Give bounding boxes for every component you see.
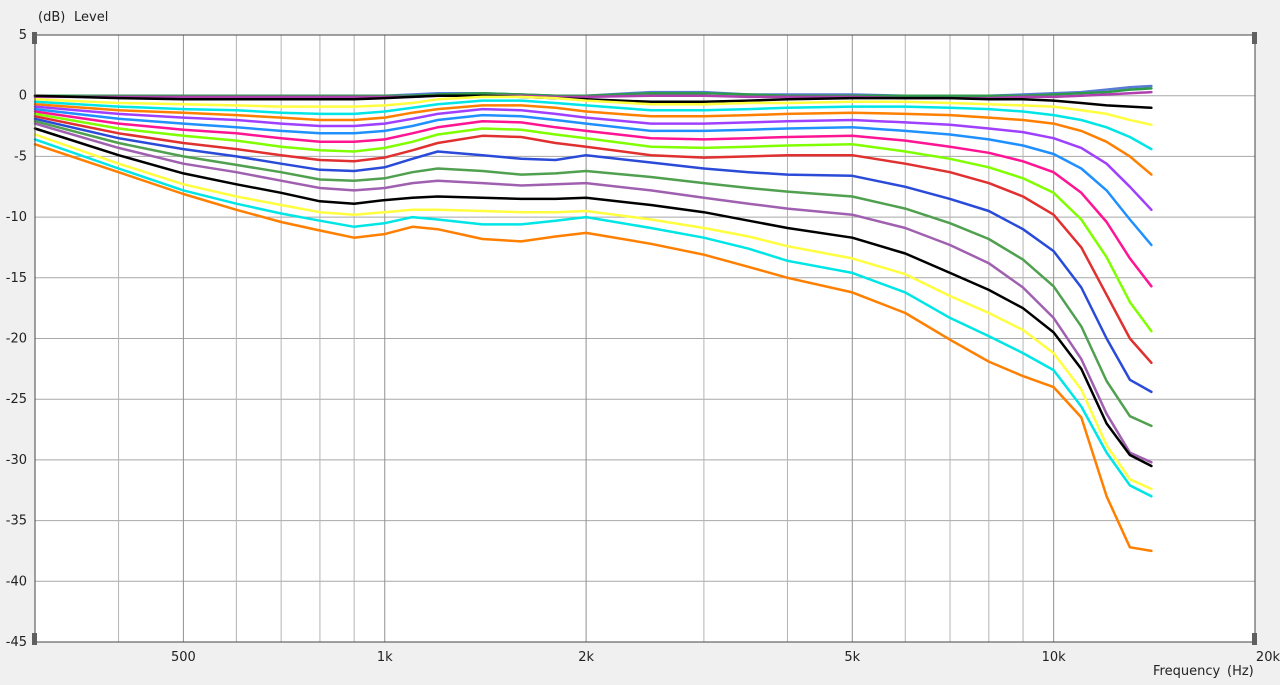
series-line-14 <box>33 119 1153 428</box>
series-line-10 <box>33 110 1153 288</box>
y-axis-unit: (dB) <box>38 10 65 25</box>
axis-scroll-handle[interactable] <box>1252 633 1257 645</box>
x-tick-label: 20k <box>1256 650 1280 665</box>
y-tick-label: -30 <box>6 453 27 468</box>
y-axis-label: Level <box>74 10 108 25</box>
x-tick-label: 10k <box>1042 650 1067 665</box>
axis-scroll-handle[interactable] <box>32 633 37 645</box>
y-tick-label: 5 <box>19 28 27 43</box>
series-line-16 <box>33 127 1153 468</box>
x-tick-label: 1k <box>377 650 393 665</box>
series-line-6 <box>33 99 1153 151</box>
y-tick-label: -40 <box>6 574 27 589</box>
series-line-4 <box>33 94 1153 110</box>
x-tick-label: 500 <box>171 650 196 665</box>
y-tick-label: 0 <box>19 89 27 104</box>
axis-handles <box>32 32 1257 645</box>
x-tick-label: 5k <box>844 650 860 665</box>
x-tick-labels: 500 1k 2k 5k 10k 20k <box>171 650 1280 665</box>
y-tick-label: -5 <box>14 149 27 164</box>
series-line-12 <box>33 115 1153 365</box>
series-line-19 <box>33 143 1153 553</box>
plot-area-border <box>34 34 1256 643</box>
series-line-7 <box>33 102 1153 176</box>
series-line-3 <box>33 90 1153 100</box>
x-axis-unit: (Hz) <box>1227 664 1254 679</box>
series-line-11 <box>33 112 1153 333</box>
y-tick-label: -45 <box>6 635 27 650</box>
series-line-5 <box>33 95 1153 127</box>
series-lines <box>33 84 1153 553</box>
x-tick-label: 2k <box>578 650 594 665</box>
series-line-17 <box>33 133 1153 491</box>
series-line-18 <box>33 138 1153 498</box>
y-tick-label: -35 <box>6 514 27 529</box>
series-line-8 <box>33 105 1153 212</box>
y-tick-label: -15 <box>6 271 27 286</box>
y-tick-label: -10 <box>6 210 27 225</box>
y-tick-label: -25 <box>6 392 27 407</box>
series-line-13 <box>33 117 1153 394</box>
axis-scroll-handle[interactable] <box>1252 32 1257 44</box>
y-tick-label: -20 <box>6 332 27 347</box>
axis-scroll-handle[interactable] <box>32 32 37 44</box>
series-line-15 <box>33 122 1153 464</box>
y-tick-labels: 5 0 -5 -10 -15 -20 -25 -30 -35 -40 -45 <box>6 28 27 650</box>
x-axis-label: Frequency <box>1153 664 1220 679</box>
series-line-9 <box>33 107 1153 247</box>
